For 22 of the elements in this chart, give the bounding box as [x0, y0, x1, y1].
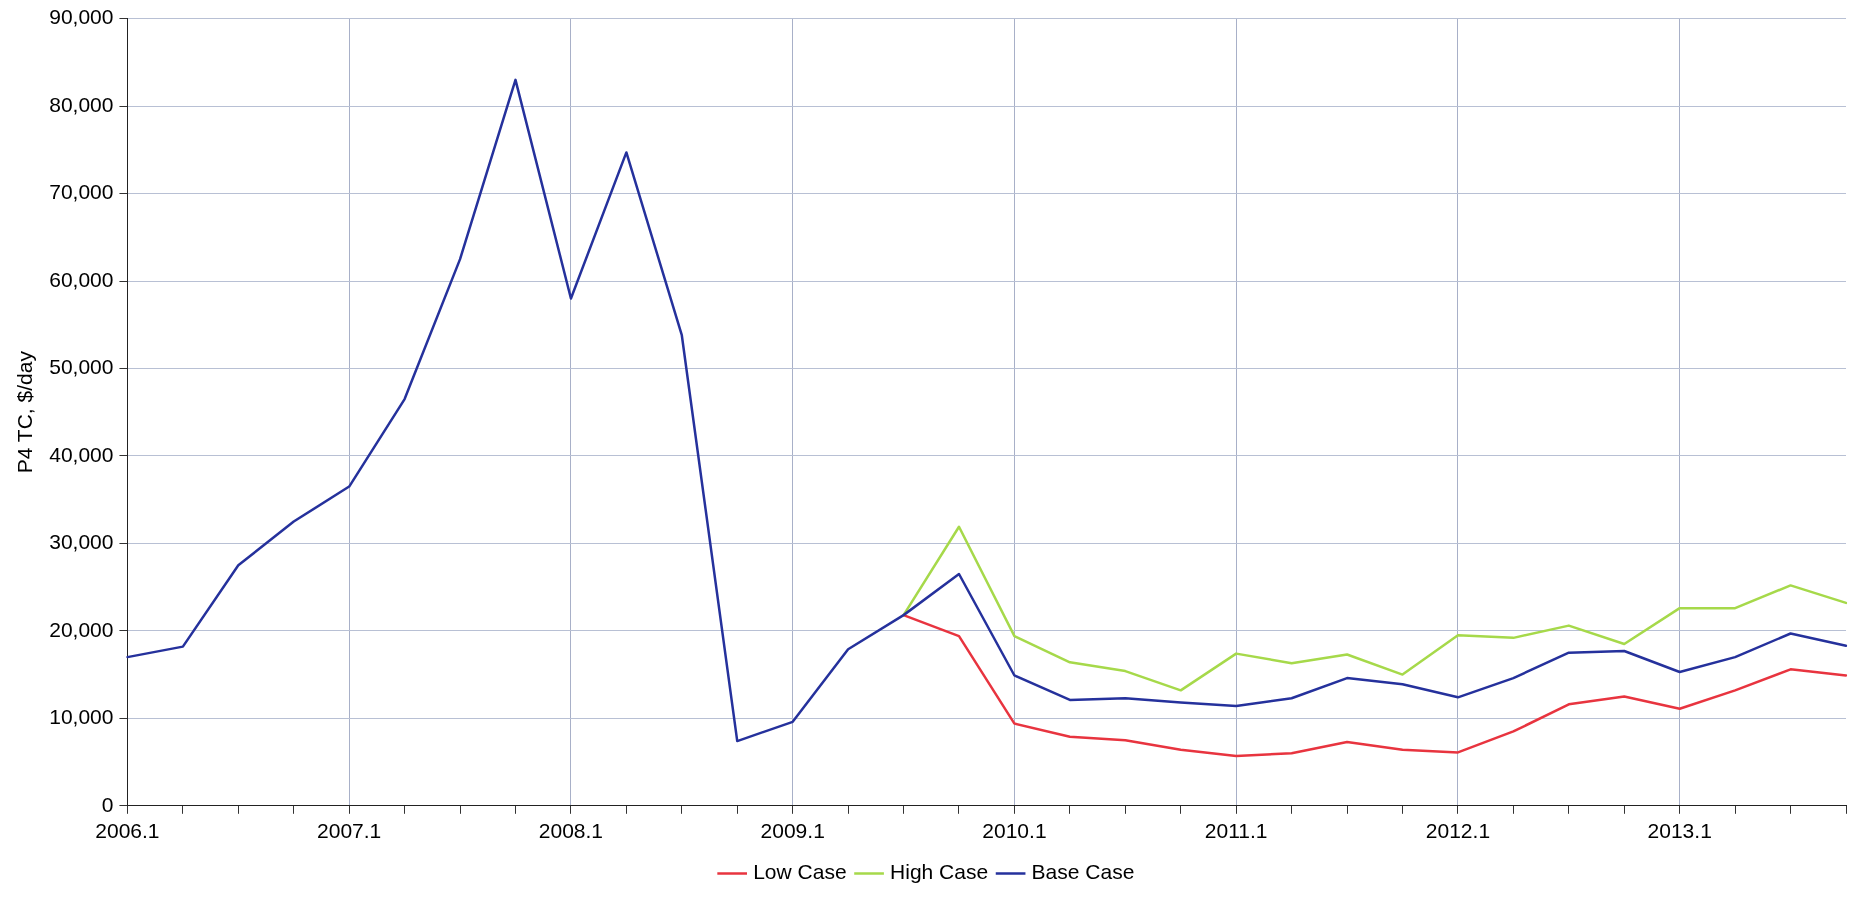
x-tick-label: 2012.1 [1425, 819, 1491, 843]
y-tick-label: 30,000 [49, 530, 114, 554]
y-tick-label: 20,000 [49, 617, 114, 641]
x-tick-label: 2008.1 [538, 819, 604, 843]
y-axis-title: P4 TC, $/day [13, 350, 37, 474]
x-tick-label: 2011.1 [1204, 819, 1268, 843]
y-tick-label: 10,000 [49, 705, 114, 729]
legend-label: High Case [890, 860, 989, 884]
legend-label: Low Case [753, 860, 847, 884]
x-tick-label: 2006.1 [95, 819, 160, 843]
y-tick-label: 70,000 [49, 180, 114, 204]
y-tick-label: 60,000 [49, 267, 114, 291]
x-tick-label: 2007.1 [317, 819, 382, 843]
y-tick-label: 90,000 [49, 5, 114, 29]
y-tick-label: 50,000 [49, 355, 114, 379]
y-tick-label: 0 [101, 792, 114, 816]
legend-label: Base Case [1031, 860, 1135, 884]
y-tick-label: 80,000 [49, 92, 114, 116]
y-tick-label: 40,000 [49, 442, 114, 466]
x-tick-label: 2010.1 [982, 819, 1047, 843]
x-tick-label: 2009.1 [760, 819, 825, 843]
x-tick-label: 2013.1 [1647, 819, 1712, 843]
